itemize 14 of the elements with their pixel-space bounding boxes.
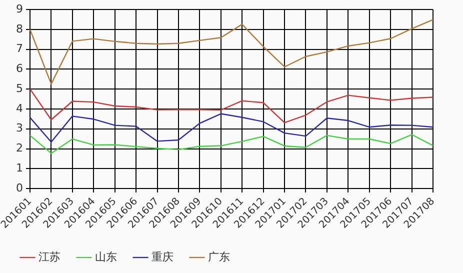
legend-label: 广东 (208, 250, 230, 264)
y-tick-label: 5 (16, 82, 23, 95)
y-tick-label: 6 (16, 62, 23, 76)
y-tick-label: 2 (16, 142, 23, 155)
y-tick-label: 9 (16, 2, 23, 16)
legend-label: 山东 (95, 250, 117, 264)
legend-label: 江苏 (38, 250, 60, 264)
y-tick-label: 8 (16, 22, 23, 36)
y-tick-label: 1 (16, 162, 23, 174)
legend-label: 重庆 (152, 250, 174, 264)
y-tick-label: 3 (16, 122, 23, 135)
y-tick-label: 0 (16, 181, 23, 194)
y-tick-label: 4 (16, 102, 23, 115)
y-tick-label: 7 (16, 42, 23, 56)
